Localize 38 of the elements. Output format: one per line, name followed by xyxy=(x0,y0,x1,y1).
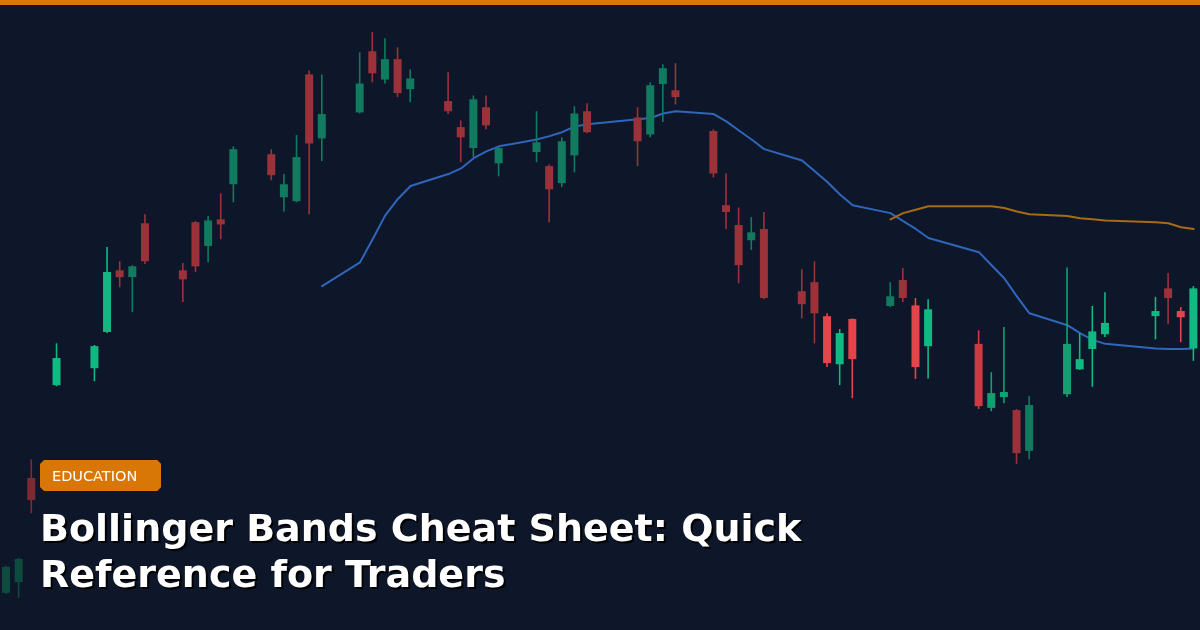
tag-badge: EDUCATION xyxy=(40,460,162,491)
candlestick xyxy=(482,94,490,131)
candlestick xyxy=(1176,306,1185,343)
candlestick xyxy=(216,192,225,240)
candlestick xyxy=(90,344,99,383)
candlestick xyxy=(380,37,389,85)
candlestick xyxy=(1151,296,1160,341)
candlestick xyxy=(267,148,276,182)
candlestick xyxy=(1088,305,1097,388)
candlestick xyxy=(671,62,680,106)
candlestick xyxy=(987,371,996,413)
candlestick xyxy=(583,102,592,135)
candlestick xyxy=(999,326,1008,405)
candlestick xyxy=(722,172,730,230)
candlestick xyxy=(128,264,137,313)
candlestick xyxy=(456,119,465,163)
text: Bollinger Bands Cheat Sheet: Quick Reference for Traders xyxy=(40,505,803,597)
candlestick xyxy=(797,268,806,320)
candlestick xyxy=(545,163,554,223)
candlestick xyxy=(1164,272,1173,325)
candlestick xyxy=(368,32,377,84)
candlestick xyxy=(747,216,756,251)
candlestick xyxy=(898,267,907,303)
candlestick xyxy=(406,68,415,103)
candlestick xyxy=(1100,291,1109,338)
candlestick xyxy=(886,281,895,308)
candlestick xyxy=(14,557,23,598)
annotation: EDUCATION xyxy=(52,467,138,484)
candlestick xyxy=(532,110,541,163)
candlestick xyxy=(444,71,453,115)
candlestick xyxy=(658,63,667,123)
candlestick xyxy=(279,173,288,213)
candlestick xyxy=(1075,332,1084,371)
candlestick xyxy=(178,262,187,303)
candlestick xyxy=(115,260,124,289)
candlestick xyxy=(633,106,642,167)
candlestick xyxy=(494,145,503,178)
candlestick xyxy=(27,458,36,514)
